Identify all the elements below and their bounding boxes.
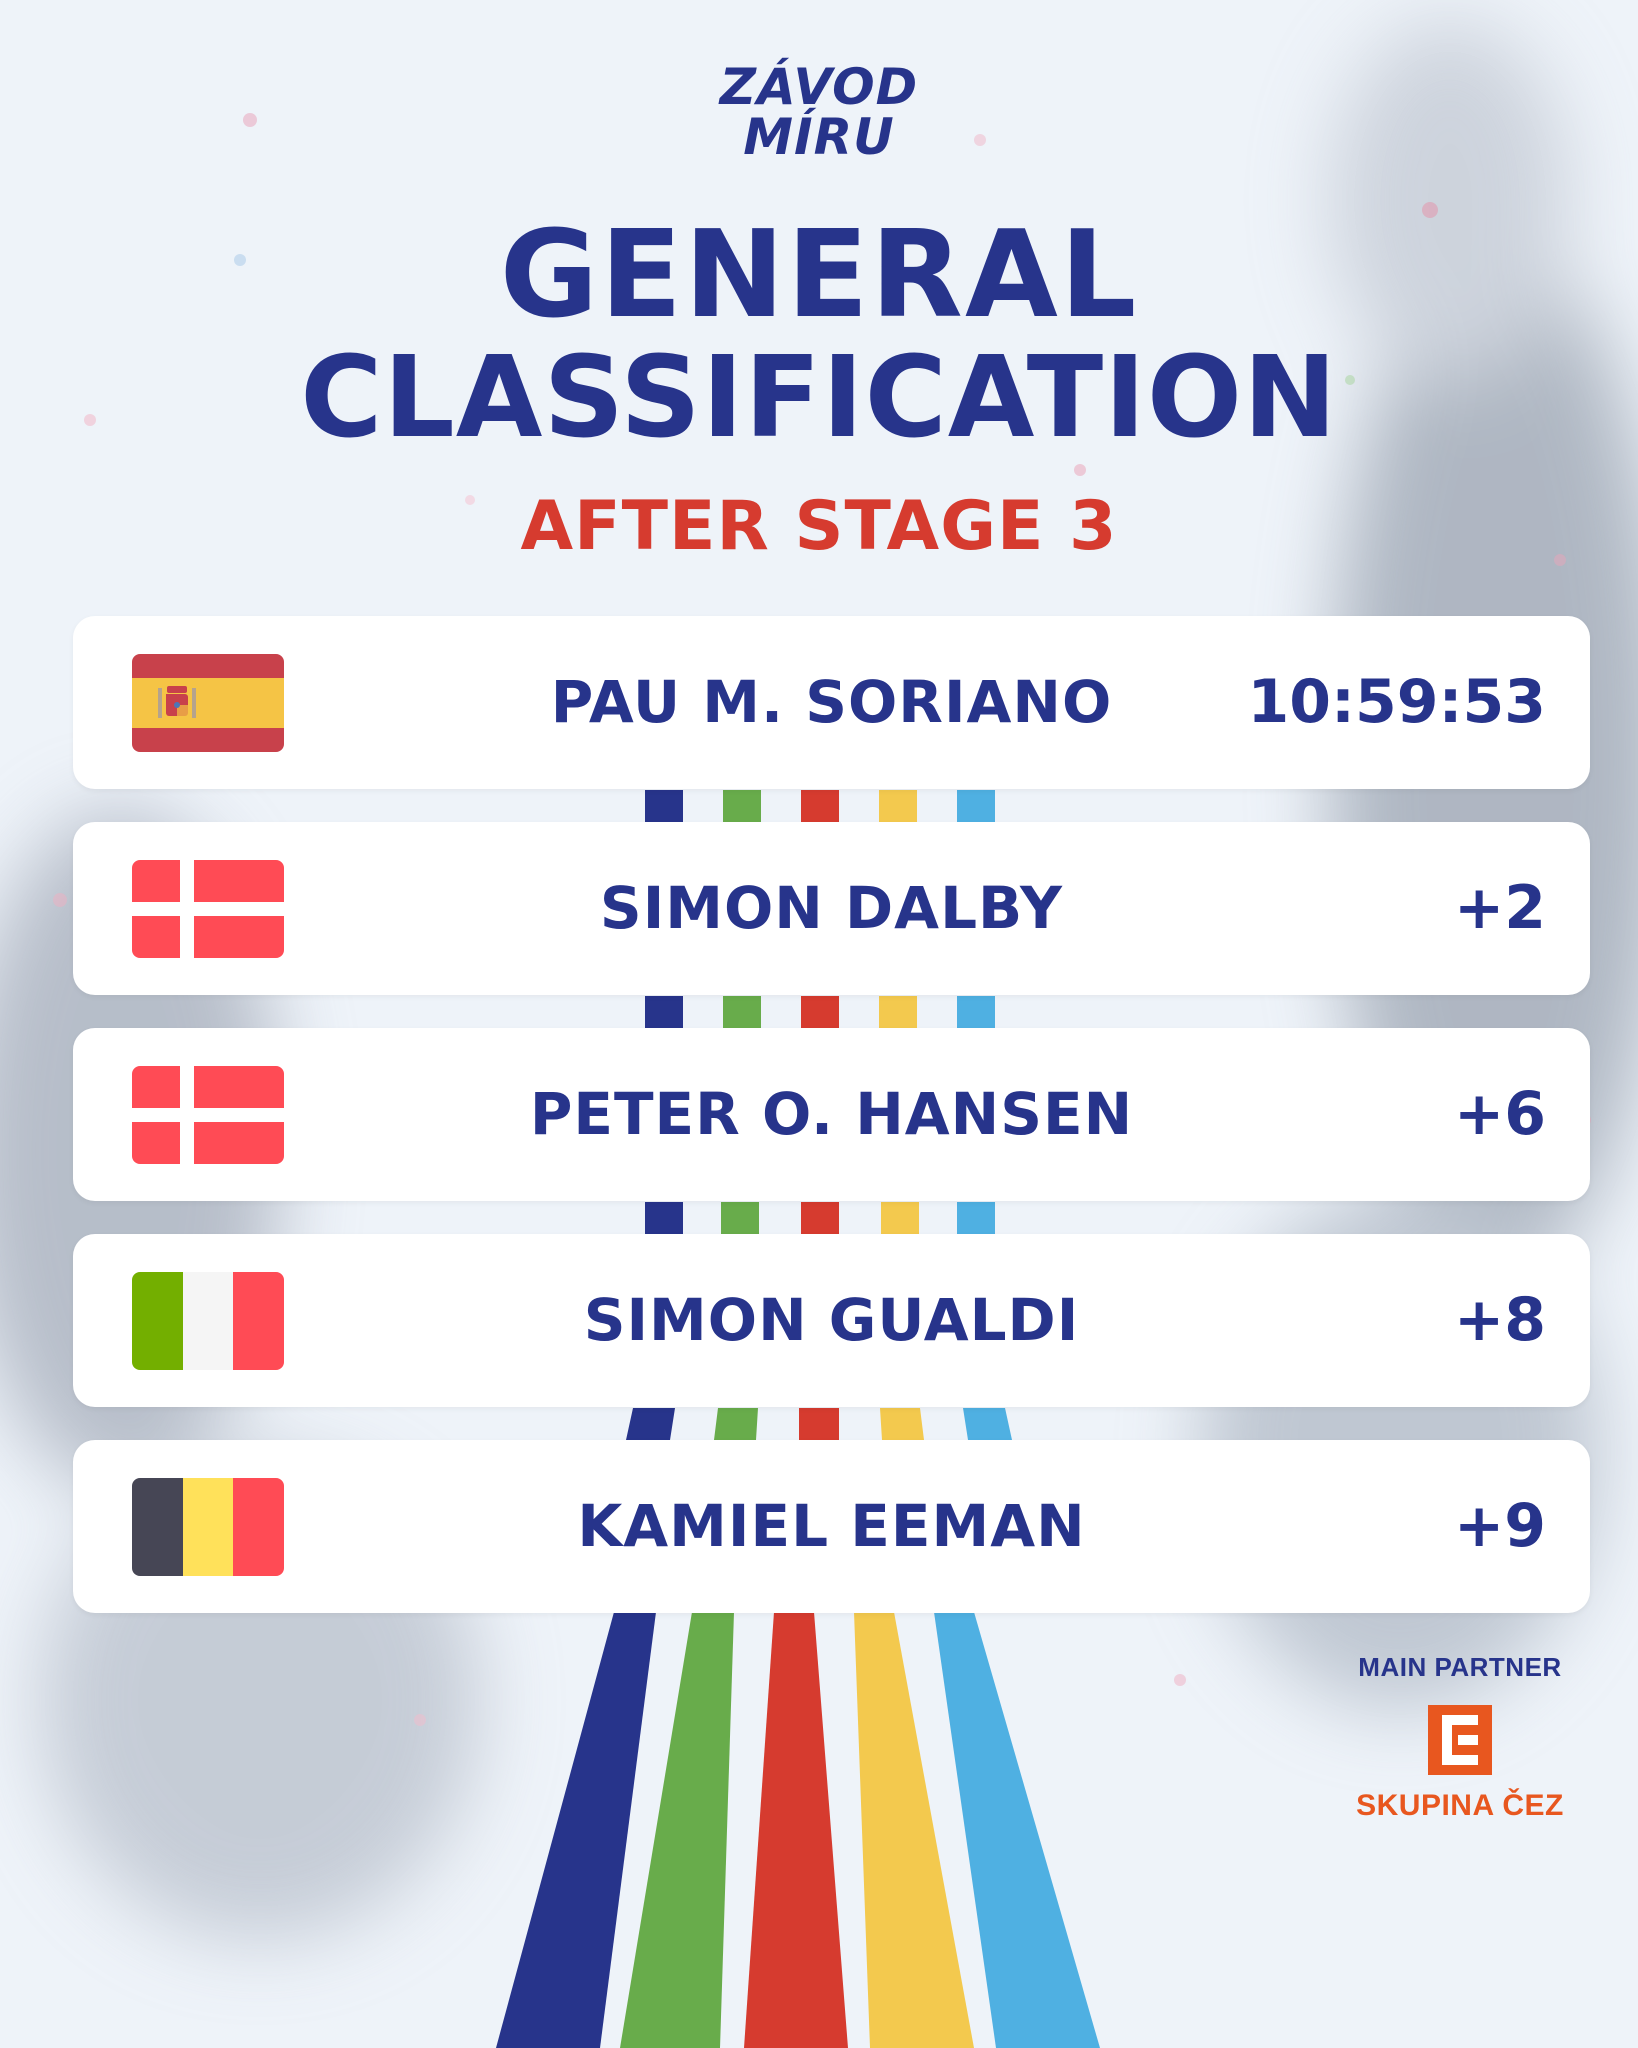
rider-time: +6	[1453, 1079, 1546, 1149]
page-title: GENERAL CLASSIFICATION	[0, 206, 1638, 463]
cez-logo-icon	[1428, 1705, 1492, 1775]
standing-row: SIMON GUALDI +8	[73, 1234, 1590, 1407]
title-line-1: GENERAL	[499, 206, 1139, 345]
standing-row: PETER O. HANSEN +6	[73, 1028, 1590, 1201]
rider-name: SIMON DALBY	[599, 874, 1064, 942]
page-subtitle: AFTER STAGE 3	[520, 487, 1118, 566]
italy-flag-icon	[132, 1272, 284, 1370]
zavod-miru-logo: ZÁVOD MÍRU	[0, 62, 1638, 162]
rider-time: +9	[1453, 1491, 1546, 1561]
standing-row: KAMIEL EEMAN +9	[73, 1440, 1590, 1613]
denmark-flag-icon	[132, 860, 284, 958]
main-partner-block: MAIN PARTNER SKUPINA ČEZ	[1330, 1652, 1590, 1823]
rider-name: PAU M. SORIANO	[550, 668, 1113, 736]
rider-time: +2	[1453, 873, 1546, 943]
rider-name: PETER O. HANSEN	[529, 1080, 1134, 1148]
standing-row: SIMON DALBY +2	[73, 822, 1590, 995]
spain-flag-icon	[132, 654, 284, 752]
rider-name: KAMIEL EEMAN	[577, 1492, 1086, 1560]
main-partner-label: MAIN PARTNER	[1358, 1652, 1562, 1682]
denmark-flag-icon	[132, 1066, 284, 1164]
rider-time: +8	[1453, 1285, 1546, 1355]
partner-name: SKUPINA ČEZ	[1356, 1789, 1564, 1822]
logo-line-1: ZÁVOD	[719, 58, 919, 116]
logo-line-2: MÍRU	[743, 108, 895, 166]
rider-time: 10:59:53	[1247, 667, 1546, 737]
belgium-flag-icon	[132, 1478, 284, 1576]
rider-name: SIMON GUALDI	[583, 1286, 1080, 1354]
standing-row: PAU M. SORIANO 10:59:53	[73, 616, 1590, 789]
title-line-2: CLASSIFICATION	[300, 333, 1338, 463]
